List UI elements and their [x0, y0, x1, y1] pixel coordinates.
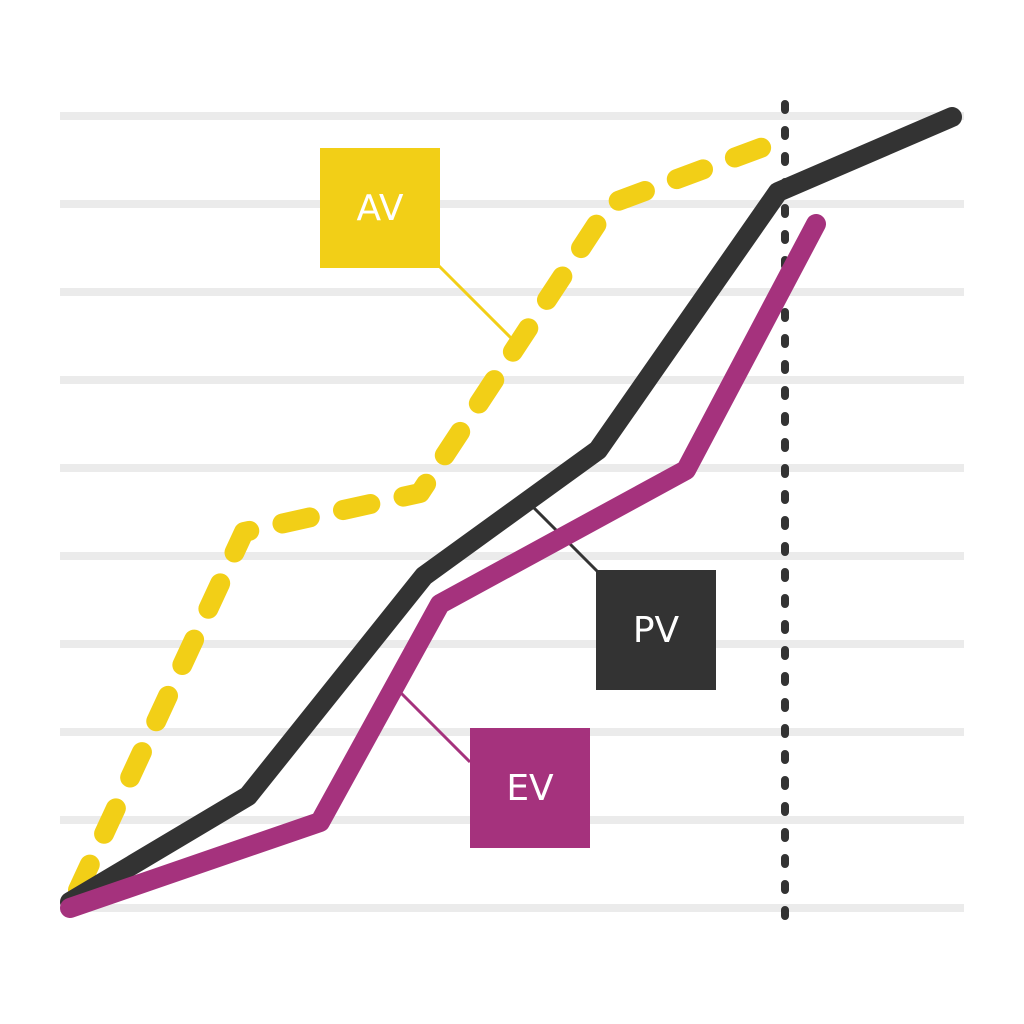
av-label-box: AV — [320, 148, 440, 268]
av-line — [68, 130, 792, 900]
av-leader-line — [436, 263, 520, 347]
pv-label: PV — [632, 609, 680, 651]
pv-line — [60, 107, 962, 912]
ev-label-box: EV — [470, 728, 590, 848]
ev-leader-line — [398, 690, 472, 764]
pv-label-box: PV — [596, 570, 716, 690]
ev-line — [60, 214, 826, 918]
av-label: AV — [356, 187, 404, 229]
ev-label: EV — [506, 767, 554, 809]
